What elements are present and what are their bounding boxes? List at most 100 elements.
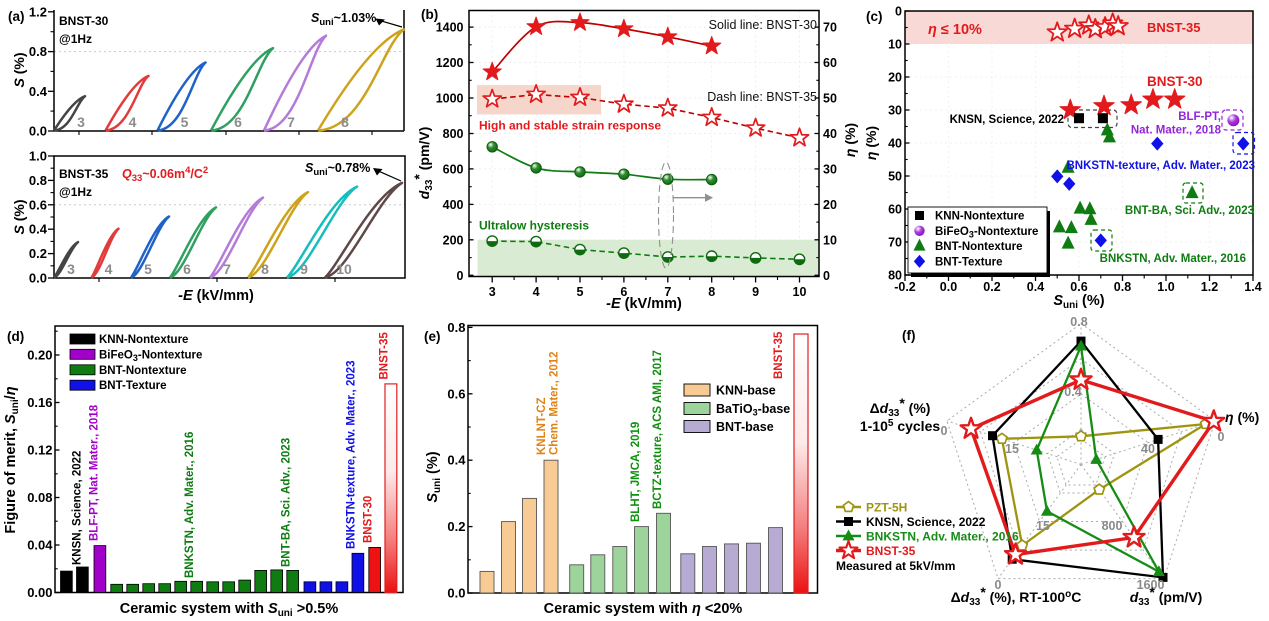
svg-text:0.00: 0.00: [27, 585, 52, 600]
svg-text:0.08: 0.08: [27, 490, 52, 505]
svg-text:0: 0: [823, 269, 830, 283]
svg-text:0.4: 0.4: [447, 453, 466, 468]
svg-text:40: 40: [888, 137, 902, 151]
svg-text:1.4: 1.4: [1244, 280, 1261, 294]
svg-text:0.4: 0.4: [1027, 280, 1044, 294]
svg-text:600: 600: [443, 162, 464, 176]
svg-text:7: 7: [223, 261, 231, 277]
svg-text:BaTiO3-base: BaTiO3-base: [716, 402, 790, 418]
svg-text:0.8: 0.8: [29, 173, 47, 188]
svg-text:BNST-35: BNST-35: [773, 331, 785, 379]
svg-text:800: 800: [1102, 519, 1123, 533]
svg-text:800: 800: [443, 127, 464, 141]
svg-text:Q33~0.06m4/C2: Q33~0.06m4/C2: [122, 165, 208, 184]
svg-text:BNST-35: BNST-35: [866, 544, 916, 558]
svg-text:0.0: 0.0: [29, 124, 47, 139]
svg-text:BNT-BA, Sci. Adv., 2023: BNT-BA, Sci. Adv., 2023: [1125, 205, 1254, 217]
svg-text:BNST-35: BNST-35: [379, 332, 391, 380]
svg-text:0.6: 0.6: [447, 386, 465, 401]
svg-text:BiFeO3-Nontexture: BiFeO3-Nontexture: [99, 349, 202, 363]
svg-text:-E (kV/mm): -E (kV/mm): [606, 296, 682, 312]
svg-text:KNSN, Science, 2022: KNSN, Science, 2022: [950, 114, 1064, 126]
svg-text:η (%): η (%): [863, 126, 879, 160]
svg-text:Chem. Mater., 2012: Chem. Mater., 2012: [549, 351, 561, 455]
svg-text:80: 80: [888, 269, 902, 283]
svg-text:30: 30: [888, 104, 902, 118]
svg-text:BNST-30: BNST-30: [59, 14, 109, 28]
svg-text:Suni (%): Suni (%): [425, 451, 443, 502]
svg-text:Dash line: BNST-35: Dash line: BNST-35: [707, 90, 817, 104]
svg-text:BiFeO3-Nontexture: BiFeO3-Nontexture: [935, 226, 1038, 240]
svg-text:Ceramic system with η <20%: Ceramic system with η <20%: [544, 601, 743, 617]
svg-text:KNN-Nontexture: KNN-Nontexture: [935, 211, 1024, 223]
svg-text:Suni~1.03%: Suni~1.03%: [311, 11, 376, 28]
svg-text:BNT-base: BNT-base: [716, 420, 774, 434]
svg-text:50: 50: [823, 92, 837, 106]
svg-text:70: 70: [888, 236, 902, 250]
svg-text:η (%): η (%): [1225, 409, 1259, 425]
svg-text:(d): (d): [7, 329, 24, 344]
svg-text:η ≤ 10%: η ≤ 10%: [928, 22, 982, 38]
svg-text:0.2: 0.2: [983, 280, 1000, 294]
svg-text:1000: 1000: [436, 92, 464, 106]
svg-text:BNST-30: BNST-30: [363, 496, 375, 543]
svg-text:1400: 1400: [436, 21, 464, 35]
svg-text:KNSN, Science, 2022: KNSN, Science, 2022: [866, 515, 986, 529]
svg-text:70: 70: [823, 21, 837, 35]
svg-text:4: 4: [129, 114, 137, 130]
svg-text:10: 10: [336, 261, 352, 277]
svg-text:PZT-5H: PZT-5H: [866, 501, 907, 515]
svg-text:5: 5: [577, 285, 584, 299]
svg-text:4: 4: [533, 285, 540, 299]
svg-text:5: 5: [181, 114, 189, 130]
svg-text:BNST-35: BNST-35: [1147, 20, 1200, 35]
svg-text:3: 3: [67, 261, 75, 277]
svg-text:BNST-35: BNST-35: [59, 167, 109, 181]
svg-text:Ceramic system with Suni >0.5%: Ceramic system with Suni >0.5%: [120, 601, 339, 619]
svg-text:400: 400: [443, 198, 464, 212]
svg-text:10: 10: [793, 285, 807, 299]
svg-text:BNKSTN, Adv. Mater., 2016: BNKSTN, Adv. Mater., 2016: [1100, 253, 1246, 265]
svg-text:d33* (pm/V): d33* (pm/V): [411, 127, 435, 200]
svg-text:BNKSTN-texture, Adv. Mater., 2: BNKSTN-texture, Adv. Mater., 2023: [1066, 160, 1255, 172]
svg-text:Suni (%): Suni (%): [1053, 293, 1104, 311]
svg-text:8: 8: [261, 261, 269, 277]
svg-text:0.4: 0.4: [29, 84, 48, 99]
svg-text:60: 60: [888, 203, 902, 217]
svg-text:15: 15: [1036, 519, 1050, 533]
svg-text:3: 3: [489, 285, 496, 299]
svg-text:7: 7: [664, 285, 671, 299]
svg-text:BNKSTN, Adv. Mater., 2016: BNKSTN, Adv. Mater., 2016: [184, 432, 196, 578]
svg-text:Nat. Mater., 2018: Nat. Mater., 2018: [1131, 125, 1222, 137]
svg-text:@1Hz: @1Hz: [59, 185, 92, 199]
svg-text:-0.2: -0.2: [894, 280, 916, 294]
svg-text:5: 5: [144, 261, 152, 277]
svg-text:KNN-Nontexture: KNN-Nontexture: [99, 334, 188, 346]
svg-text:Measured at 5kV/mm: Measured at 5kV/mm: [836, 559, 955, 573]
svg-text:40: 40: [1141, 442, 1155, 456]
svg-text:40: 40: [823, 127, 837, 141]
svg-text:@1Hz: @1Hz: [59, 32, 92, 46]
svg-text:BLF-PT,: BLF-PT,: [1178, 111, 1221, 123]
svg-text:0: 0: [1218, 430, 1225, 444]
svg-text:0.0: 0.0: [940, 280, 957, 294]
svg-text:20: 20: [888, 71, 902, 85]
svg-text:Solid line: BNST-30: Solid line: BNST-30: [709, 18, 817, 32]
svg-text:30: 30: [823, 162, 837, 176]
svg-text:8: 8: [708, 285, 715, 299]
svg-text:BCTZ-texture, ACS AMI, 2017: BCTZ-texture, ACS AMI, 2017: [652, 350, 664, 509]
svg-text:6: 6: [183, 261, 191, 277]
svg-text:200: 200: [443, 233, 464, 247]
svg-text:KNSN, Science, 2022: KNSN, Science, 2022: [72, 451, 84, 565]
svg-text:0: 0: [895, 5, 902, 19]
svg-text:BNST-30: BNST-30: [1147, 74, 1203, 89]
svg-text:Ultralow hysteresis: Ultralow hysteresis: [479, 219, 589, 233]
svg-text:0.8: 0.8: [447, 320, 465, 335]
svg-text:BNKSTN, Adv. Mater., 2016: BNKSTN, Adv. Mater., 2016: [866, 530, 1019, 544]
svg-text:S (%): S (%): [11, 199, 27, 234]
svg-text:BNT-Nontexture: BNT-Nontexture: [935, 241, 1023, 253]
svg-text:BNT-Texture: BNT-Texture: [99, 380, 167, 392]
svg-text:3: 3: [77, 114, 85, 130]
svg-text:4: 4: [105, 261, 113, 277]
svg-text:-E (kV/mm): -E (kV/mm): [178, 288, 254, 304]
